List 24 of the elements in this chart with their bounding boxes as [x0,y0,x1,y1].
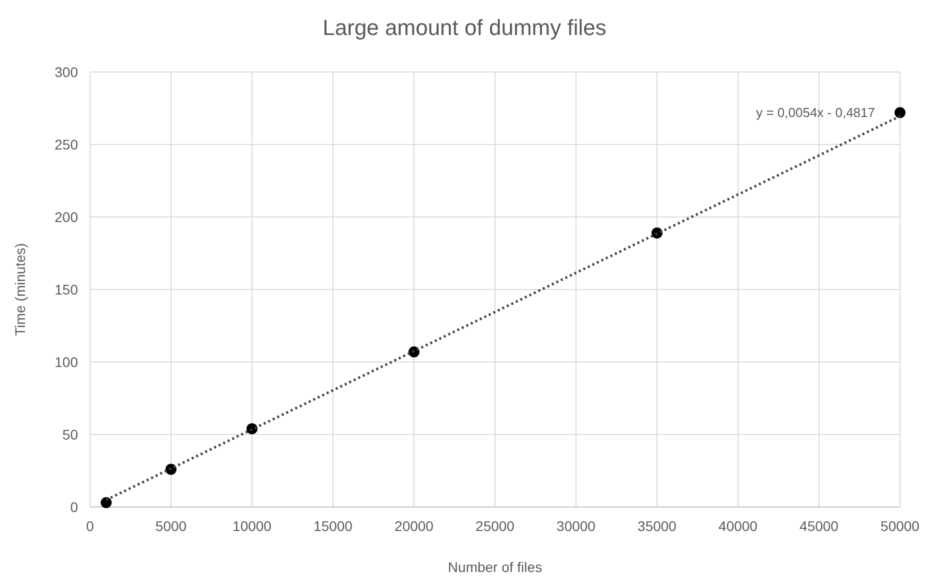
x-tick-label: 20000 [394,518,434,534]
x-tick-label: 40000 [718,518,758,534]
x-tick-label: 10000 [232,518,272,534]
x-axis-title: Number of files [448,559,542,575]
y-tick-label: 50 [62,426,78,442]
point [894,107,906,118]
y-tick-label: 100 [54,354,78,370]
y-tick-label: 300 [54,64,78,80]
x-tick-label: 0 [86,518,94,534]
x-tick-label: 50000 [880,518,920,534]
x-tick-label: 5000 [155,518,187,534]
x-tick-label: 25000 [476,518,515,534]
y-axis-title: Time (minutes) [12,243,28,336]
y-tick-label: 0 [70,499,78,515]
y-tick-label: 250 [54,136,78,152]
x-tick-label: 15000 [314,518,353,534]
x-tick-label: 30000 [556,518,596,534]
y-tick-label: 200 [54,209,78,225]
x-tick-label: 45000 [800,518,839,534]
annotation: y = 0,0054x - 0,4817 [756,105,875,120]
chart-title: Large amount of dummy files [322,15,606,40]
x-tick-label: 35000 [638,518,677,534]
point [100,497,112,508]
y-tick-label: 150 [54,282,78,298]
